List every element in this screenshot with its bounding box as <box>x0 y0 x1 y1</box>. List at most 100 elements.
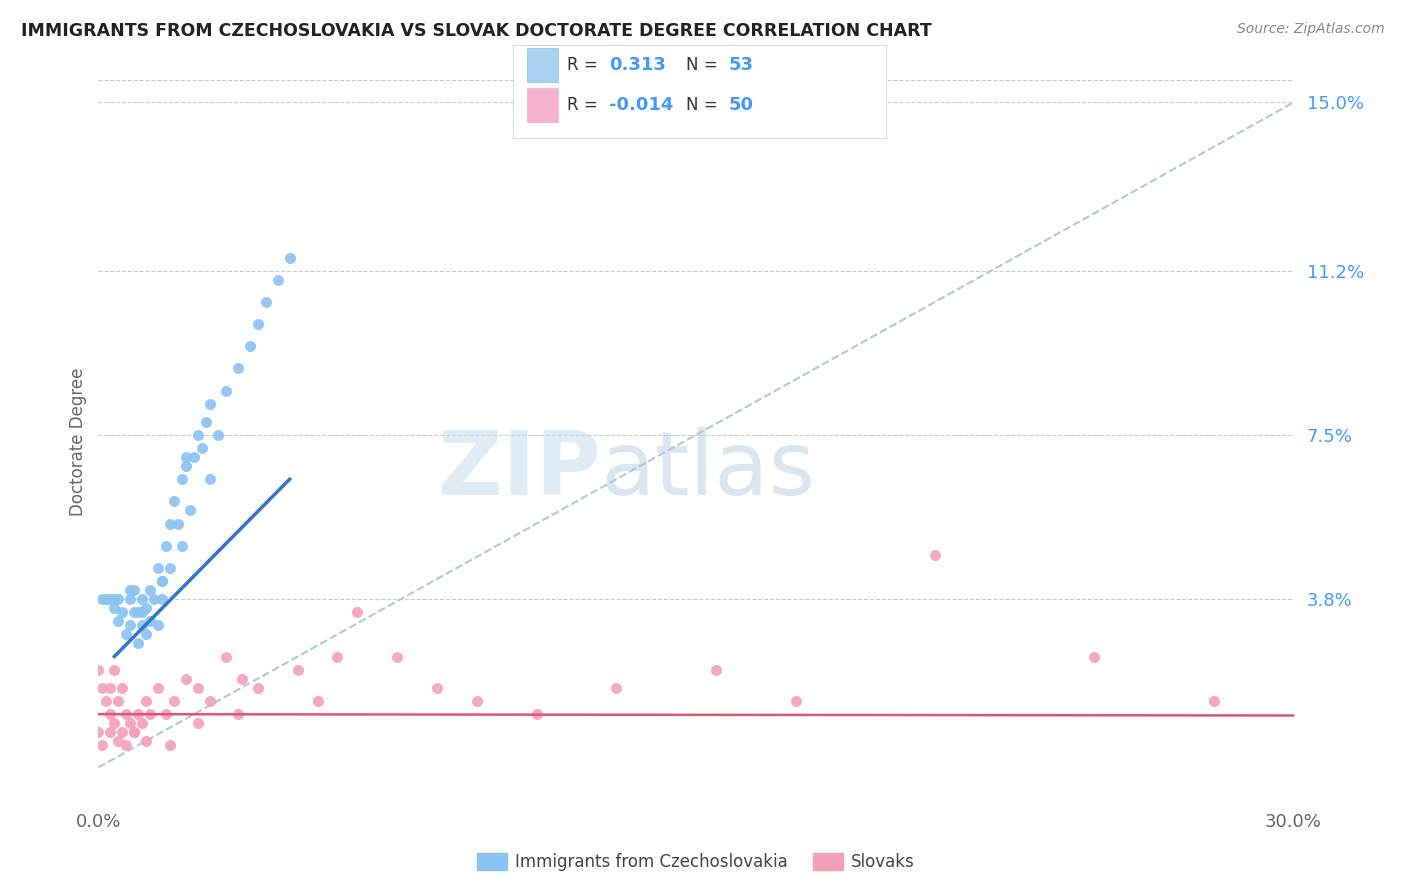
Point <box>307 694 329 708</box>
Point <box>143 591 166 606</box>
Point <box>135 627 157 641</box>
Point <box>103 591 125 606</box>
Point <box>91 738 114 752</box>
Point <box>174 458 197 473</box>
Point <box>159 561 181 575</box>
Point <box>187 428 209 442</box>
Point <box>183 450 205 464</box>
Point <box>198 472 221 486</box>
Point <box>155 539 177 553</box>
Point <box>120 618 142 632</box>
Legend: Immigrants from Czechoslovakia, Slovaks: Immigrants from Czechoslovakia, Slovaks <box>470 846 922 878</box>
Text: R =: R = <box>567 96 603 114</box>
Point <box>107 591 129 606</box>
Text: R =: R = <box>567 56 603 74</box>
Point <box>98 591 122 606</box>
Point <box>174 450 197 464</box>
Point <box>226 707 249 722</box>
Point <box>231 672 253 686</box>
Text: 53: 53 <box>728 56 754 74</box>
Point <box>159 738 181 752</box>
Point <box>246 681 269 695</box>
Point <box>172 539 194 553</box>
Point <box>87 663 110 677</box>
Point <box>131 591 153 606</box>
Point <box>148 618 170 632</box>
Text: N =: N = <box>686 56 723 74</box>
Point <box>124 605 146 619</box>
Text: IMMIGRANTS FROM CZECHOSLOVAKIA VS SLOVAK DOCTORATE DEGREE CORRELATION CHART: IMMIGRANTS FROM CZECHOSLOVAKIA VS SLOVAK… <box>21 22 932 40</box>
Text: 50: 50 <box>728 96 754 114</box>
Point <box>127 636 149 650</box>
Point <box>120 582 142 597</box>
Point <box>148 681 170 695</box>
Point <box>111 724 134 739</box>
Point <box>91 681 114 695</box>
Text: -0.014: -0.014 <box>609 96 673 114</box>
Point <box>1083 649 1105 664</box>
Point <box>267 273 290 287</box>
Point <box>167 516 190 531</box>
Point <box>1202 694 1225 708</box>
Point <box>239 339 262 353</box>
Point <box>148 561 170 575</box>
Point <box>115 738 138 752</box>
Point <box>385 649 409 664</box>
Text: 0.313: 0.313 <box>609 56 665 74</box>
Point <box>111 605 134 619</box>
Point <box>198 397 221 411</box>
Point <box>103 716 125 731</box>
Y-axis label: Doctorate Degree: Doctorate Degree <box>69 368 87 516</box>
Text: Source: ZipAtlas.com: Source: ZipAtlas.com <box>1237 22 1385 37</box>
Point <box>120 716 142 731</box>
Point <box>131 605 153 619</box>
Point <box>96 591 118 606</box>
Point <box>465 694 488 708</box>
Text: ZIP: ZIP <box>437 427 600 514</box>
Point <box>127 605 149 619</box>
Point <box>426 681 449 695</box>
Point <box>172 472 194 486</box>
Point <box>924 548 946 562</box>
Point <box>91 591 114 606</box>
Point <box>326 649 349 664</box>
Point <box>346 605 368 619</box>
Point <box>98 681 122 695</box>
Point <box>103 600 125 615</box>
Point <box>103 663 125 677</box>
Point <box>198 694 221 708</box>
Point <box>87 724 110 739</box>
Point <box>135 600 157 615</box>
Point <box>135 694 157 708</box>
Point <box>120 591 142 606</box>
Point <box>287 663 309 677</box>
Point <box>195 415 218 429</box>
Point <box>107 694 129 708</box>
Point <box>179 503 201 517</box>
Point <box>107 733 129 747</box>
Point <box>605 681 627 695</box>
Text: atlas: atlas <box>600 427 815 514</box>
Point <box>155 707 177 722</box>
Point <box>187 681 209 695</box>
Point <box>111 681 134 695</box>
Point <box>96 694 118 708</box>
Point <box>785 694 807 708</box>
Point <box>150 574 173 589</box>
Point <box>159 516 181 531</box>
Point <box>215 649 238 664</box>
Point <box>135 733 157 747</box>
Point <box>124 582 146 597</box>
Point <box>139 582 162 597</box>
Point <box>174 672 197 686</box>
Point <box>131 618 153 632</box>
Point <box>115 627 138 641</box>
Point <box>207 428 229 442</box>
Point <box>124 724 146 739</box>
Point <box>246 317 269 331</box>
Point <box>115 707 138 722</box>
Point <box>139 614 162 628</box>
Point <box>278 251 301 265</box>
Point <box>163 494 186 508</box>
Point <box>139 707 162 722</box>
